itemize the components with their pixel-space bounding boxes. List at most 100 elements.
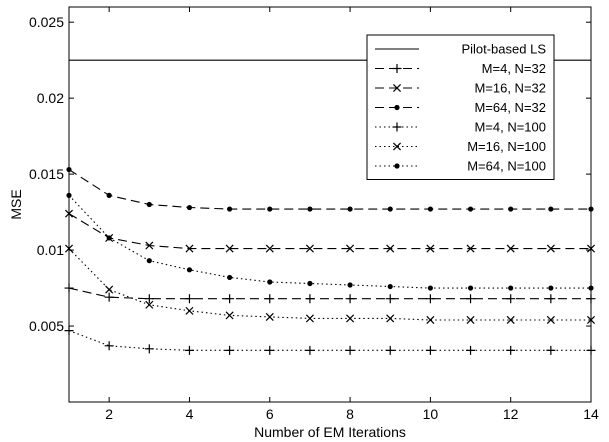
data-point	[144, 294, 154, 304]
y-tick-label: 0.005	[29, 318, 64, 334]
data-point	[506, 315, 515, 324]
x-tick-label: 6	[266, 406, 274, 422]
legend-marker	[392, 64, 402, 73]
series-1	[64, 283, 596, 304]
data-point	[466, 345, 476, 355]
data-point	[186, 267, 193, 273]
data-point	[184, 294, 194, 304]
data-point	[225, 244, 234, 253]
data-point	[346, 314, 355, 323]
data-point	[387, 206, 393, 212]
data-point	[548, 206, 554, 212]
data-point	[546, 315, 555, 324]
data-point	[387, 283, 393, 290]
data-point	[426, 244, 435, 253]
legend-entry: M=4, N=100	[375, 120, 546, 135]
series-line	[68, 248, 591, 321]
y-tick-label: 0.025	[29, 14, 64, 30]
data-point	[265, 345, 275, 355]
series-2	[64, 209, 596, 253]
data-point	[305, 345, 315, 355]
legend-label: M=4, N=100	[474, 120, 546, 135]
data-point	[466, 244, 475, 253]
legend-marker	[392, 83, 402, 93]
data-point	[227, 274, 233, 281]
legend-label: M=64, N=32	[474, 100, 546, 115]
x-tick-label: 8	[346, 406, 354, 422]
data-point	[307, 280, 313, 287]
legend-entry: M=4, N=32	[375, 61, 546, 76]
data-point	[508, 285, 514, 291]
data-point	[506, 294, 516, 304]
data-point	[227, 206, 233, 212]
legend-marker	[392, 122, 402, 132]
data-point	[506, 244, 515, 253]
series-line	[68, 169, 591, 210]
data-point	[345, 294, 355, 304]
series-line	[68, 287, 591, 300]
data-point	[546, 244, 555, 253]
series-4	[64, 326, 596, 355]
data-point	[506, 345, 516, 355]
legend-marker	[394, 163, 400, 169]
legend-label: M=16, N=100	[467, 139, 546, 154]
data-point	[184, 345, 194, 355]
data-point	[265, 244, 274, 253]
series-line	[68, 330, 591, 351]
data-point	[225, 311, 234, 320]
data-point	[305, 314, 314, 323]
data-point	[307, 206, 313, 212]
data-point	[546, 294, 556, 304]
data-point	[145, 241, 154, 250]
legend-marker	[392, 142, 402, 151]
legend-entry: M=16, N=100	[375, 139, 546, 154]
legend-marker	[394, 104, 400, 111]
data-point	[467, 206, 474, 212]
series-3	[66, 166, 594, 212]
data-point	[267, 279, 273, 285]
x-tick-label: 12	[503, 406, 519, 422]
data-point	[466, 294, 476, 304]
legend-entry: M=64, N=32	[375, 100, 546, 115]
data-point	[546, 345, 556, 355]
data-point	[185, 306, 194, 315]
legend-label: M=4, N=32	[482, 61, 546, 76]
y-tick-label: 0.015	[29, 166, 64, 182]
data-point	[146, 258, 152, 264]
data-point	[104, 341, 114, 351]
data-point	[467, 285, 474, 291]
data-point	[347, 282, 353, 288]
x-tick-label: 4	[186, 406, 194, 422]
x-tick-label: 14	[583, 406, 599, 422]
y-axis-title: MSE	[8, 189, 24, 219]
x-axis-title: Number of EM Iterations	[254, 424, 406, 440]
data-point	[466, 315, 475, 324]
data-point	[346, 244, 355, 253]
data-point	[385, 345, 395, 355]
legend-label: M=64, N=100	[467, 159, 546, 174]
legend-entry: M=64, N=100	[375, 159, 546, 174]
data-point	[106, 192, 112, 198]
y-tick-label: 0.01	[37, 242, 64, 258]
data-point	[345, 345, 355, 355]
legend-entry: Pilot-based LS	[375, 42, 546, 57]
data-point	[386, 314, 395, 323]
legend-label: Pilot-based LS	[461, 42, 546, 57]
legend-label: M=16, N=32	[474, 81, 546, 96]
y-tick-label: 0.02	[37, 90, 64, 106]
data-point	[267, 206, 273, 212]
plot-frame	[68, 6, 592, 403]
axis-ticks: 2 4 6 8 10 12 14 0.005 0.01 0.015 0.02 0.025	[29, 7, 599, 422]
x-tick-label: 10	[423, 406, 439, 422]
data-point	[186, 204, 193, 211]
data-point	[104, 292, 114, 302]
data-point	[386, 244, 395, 253]
data-point	[508, 206, 514, 212]
data-point	[305, 244, 314, 253]
data-point	[225, 294, 235, 304]
data-point	[305, 294, 315, 304]
data-point	[548, 285, 554, 291]
data-point	[427, 206, 433, 212]
data-point	[225, 345, 235, 355]
